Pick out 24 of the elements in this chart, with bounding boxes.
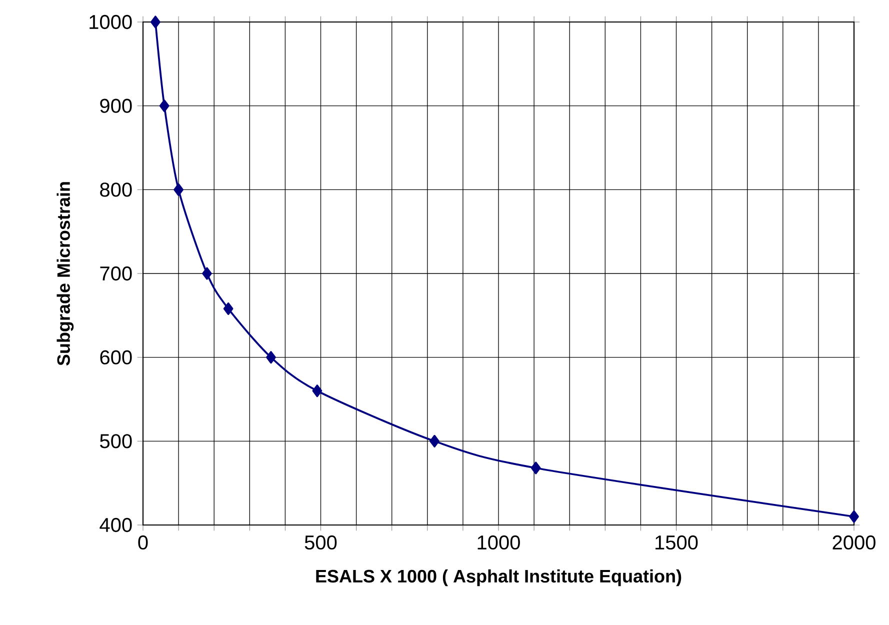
point	[849, 510, 859, 523]
y-tick-label: 600	[100, 350, 132, 364]
y-tick-label: 500	[100, 434, 132, 448]
x-tick-label: 1000	[478, 535, 520, 550]
x-tick-label: 0	[138, 535, 148, 550]
point	[530, 462, 541, 474]
y-tick-label: 900	[100, 98, 132, 113]
x-tick-label: 2000	[832, 535, 876, 550]
x-tick-label: 1500	[656, 535, 698, 550]
point	[430, 434, 440, 448]
x-tick-label: 500	[304, 535, 337, 550]
point	[202, 267, 212, 280]
point	[174, 183, 184, 196]
y-tick-label: 700	[100, 266, 132, 281]
y-axis-title: Subgrade Microstrain	[56, 182, 74, 366]
x-axis-title: ESALS X 1000 ( Asphalt Institute Equation)	[316, 569, 682, 586]
point	[150, 16, 160, 28]
point	[312, 384, 322, 398]
point	[159, 100, 170, 112]
y-tick-label: 800	[100, 182, 132, 197]
point	[223, 302, 234, 315]
y-tick-label: 1000	[90, 14, 132, 30]
y-tick-label: 400	[100, 518, 132, 532]
point	[266, 351, 276, 364]
